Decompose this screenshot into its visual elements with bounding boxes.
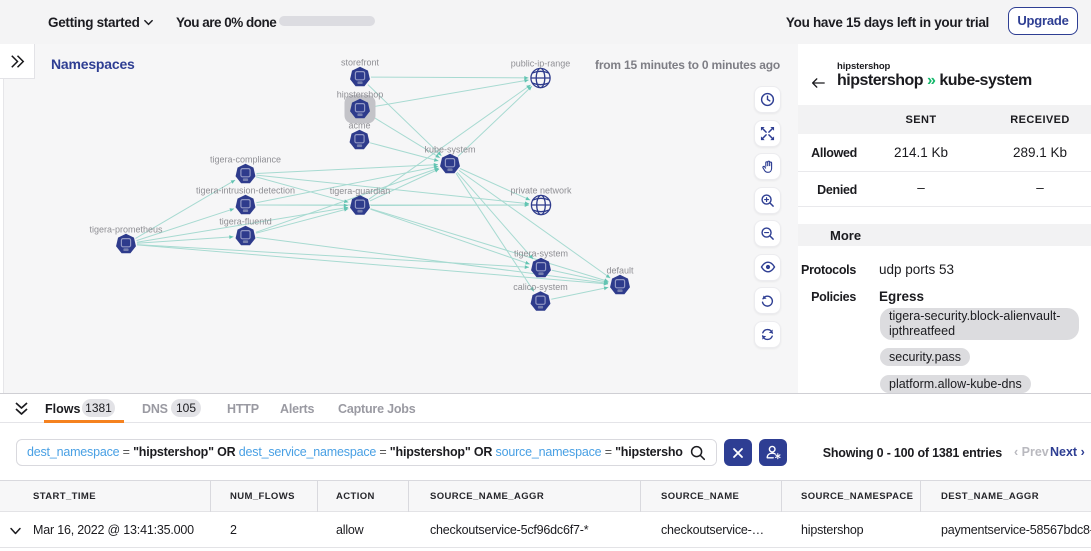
- svg-text:tigera-intrusion-detection: tigera-intrusion-detection: [196, 186, 295, 196]
- svg-text:storefront: storefront: [341, 58, 380, 68]
- svg-text:calico-system: calico-system: [513, 282, 568, 292]
- svg-text:private network: private network: [510, 186, 572, 196]
- svg-text:tigera-compliance: tigera-compliance: [210, 155, 281, 165]
- svg-text:kube-system: kube-system: [424, 145, 475, 155]
- svg-text:hipstershop: hipstershop: [337, 90, 384, 100]
- svg-text:acme: acme: [348, 121, 370, 131]
- svg-text:tigera-guardian: tigera-guardian: [330, 186, 391, 196]
- svg-text:tigera-system: tigera-system: [514, 249, 568, 259]
- svg-text:default: default: [606, 266, 634, 276]
- svg-text:tigera-fluentd: tigera-fluentd: [219, 217, 272, 227]
- svg-text:tigera-prometheus: tigera-prometheus: [89, 225, 163, 235]
- svg-text:public-ip-range: public-ip-range: [511, 59, 571, 69]
